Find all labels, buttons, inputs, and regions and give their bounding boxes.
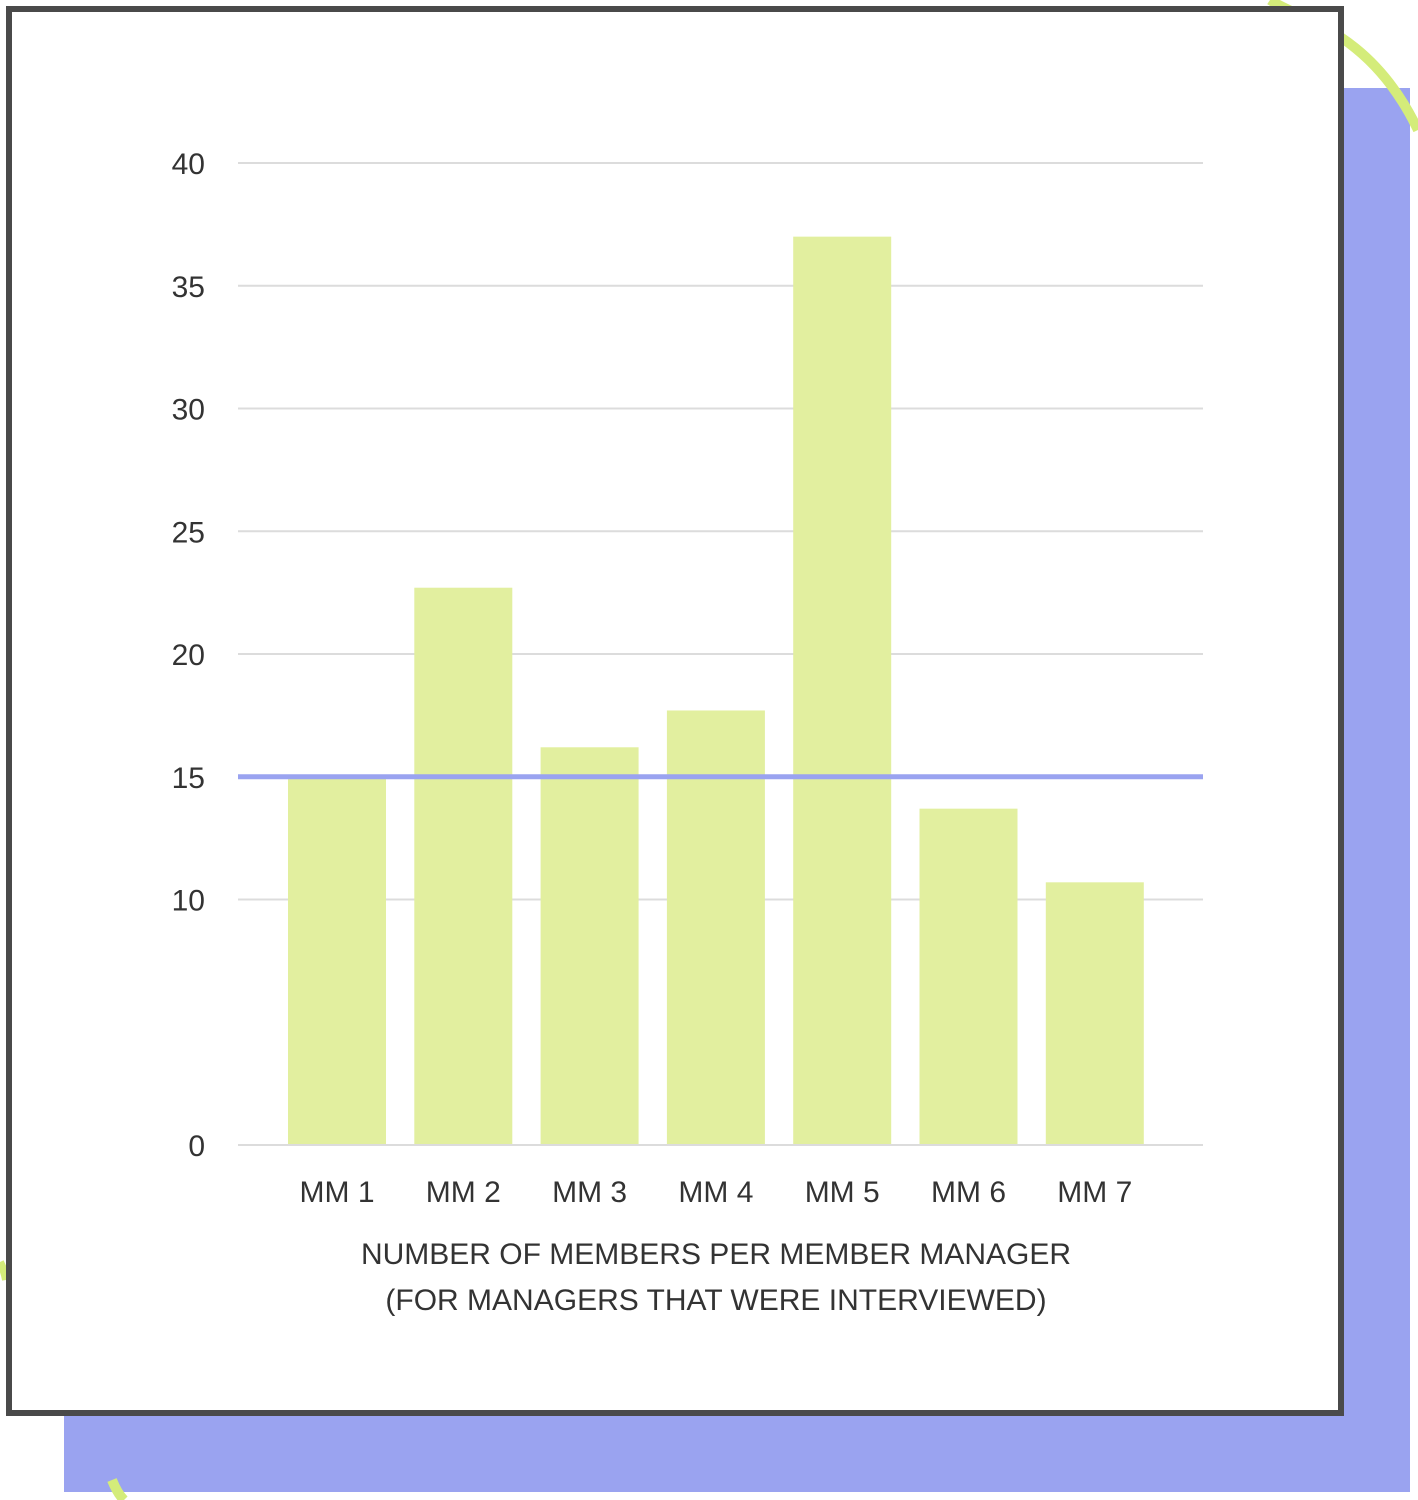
bar-5 [793, 236, 892, 1145]
deco-curve-left [0, 1260, 10, 1281]
bar-4 [666, 710, 765, 1145]
y-tick-label-20: 20 [172, 639, 205, 672]
x-axis-labels: MM 1 MM 2 MM 3 MM 4 MM 5 MM 6 MM 7 [300, 1176, 1133, 1209]
x-tick-label-5: MM 5 [805, 1176, 880, 1209]
bar-1 [288, 776, 386, 1145]
x-tick-label-4: MM 4 [678, 1176, 753, 1209]
x-axis-title: NUMBER OF MEMBERS PER MEMBER MANAGER [361, 1238, 1071, 1271]
x-tick-label-6: MM 6 [931, 1176, 1006, 1209]
y-tick-label-0: 0 [188, 1130, 205, 1163]
y-tick-label-30: 30 [172, 394, 205, 427]
x-axis-title-line2: (FOR MANAGERS THAT WERE INTERVIEWED) [385, 1284, 1046, 1317]
bar-6 [919, 808, 1018, 1145]
chart-card: 0 10 15 20 25 30 35 40 MM 1 MM 2 MM 3 MM 4 MM 5 MM 6… [6, 6, 1344, 1416]
bar-3 [540, 747, 639, 1145]
bars [238, 236, 1203, 1146]
y-tick-label-15: 15 [172, 762, 205, 795]
bar-7 [1045, 882, 1144, 1145]
y-tick-label-25: 25 [172, 516, 205, 549]
y-tick-label-10: 10 [172, 885, 205, 918]
y-tick-label-40: 40 [172, 148, 205, 181]
x-tick-label-1: MM 1 [300, 1176, 375, 1209]
x-tick-label-2: MM 2 [426, 1176, 501, 1209]
deco-curve-bottom-left [107, 1478, 128, 1500]
bar-2 [414, 587, 513, 1145]
x-tick-label-3: MM 3 [552, 1176, 627, 1209]
y-axis-ticks: 0 10 15 20 25 30 35 40 [172, 148, 205, 1163]
bar-chart: 0 10 15 20 25 30 35 40 MM 1 MM 2 MM 3 MM 4 MM 5 MM 6… [172, 148, 1203, 1317]
x-tick-label-7: MM 7 [1057, 1176, 1132, 1209]
y-tick-label-35: 35 [172, 271, 205, 304]
